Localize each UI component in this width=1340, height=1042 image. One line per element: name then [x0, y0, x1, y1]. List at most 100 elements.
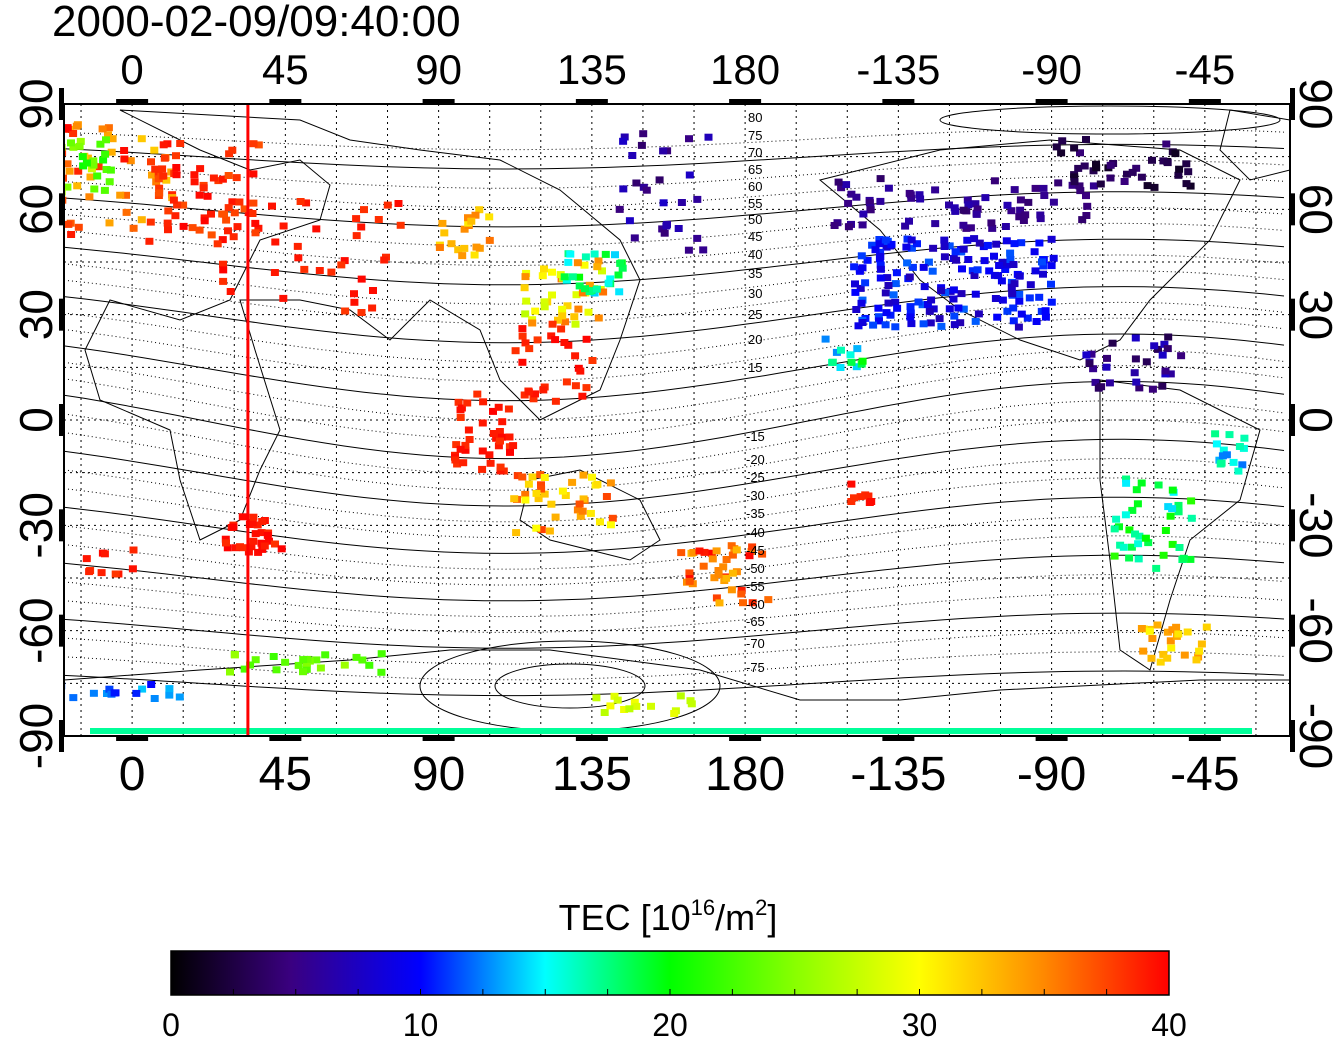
tec-observation [940, 253, 949, 261]
frame-tick-left [59, 193, 64, 226]
tec-observation [504, 405, 513, 413]
tec-observation [279, 294, 288, 302]
tec-observation [578, 289, 587, 297]
tec-observation [249, 513, 258, 521]
tec-observation [690, 728, 712, 734]
tec-observation [748, 599, 757, 607]
tec-observation [485, 213, 494, 221]
tec-observation [1070, 173, 1079, 181]
tec-observation [876, 274, 885, 282]
frame-tick-top [116, 99, 149, 104]
tec-observation [630, 698, 639, 706]
tec-observation [739, 599, 747, 607]
tec-observation [196, 165, 205, 173]
tec-observation [524, 480, 533, 488]
bottom-lon-tick-label: 0 [119, 748, 146, 801]
tec-observation [1168, 540, 1177, 548]
tec-observation [496, 467, 505, 475]
tec-observation [1158, 382, 1167, 390]
tec-observation [518, 358, 527, 366]
tec-observation [330, 728, 352, 734]
tec-observation [1035, 293, 1044, 301]
tec-observation [594, 314, 603, 322]
magnetic-lat-label: -15 [746, 429, 765, 444]
tec-observation [971, 317, 980, 325]
tec-observation [254, 224, 263, 232]
tec-observation [300, 265, 309, 273]
tec-observation [1148, 385, 1157, 393]
magnetic-lat-label: 25 [748, 307, 762, 322]
tec-observation [489, 430, 498, 437]
tec-observation [230, 651, 239, 659]
tec-observation [52, 151, 60, 158]
magnetic-latitude-contour [64, 535, 1285, 586]
top-longitude-ticks: 0 45 90 135 180 -135 -90 -45 [120, 46, 1235, 93]
tec-observation [858, 319, 867, 326]
tec-observation [369, 287, 377, 294]
magnetic-latitude-contour [64, 238, 1285, 286]
tec-observation [64, 196, 67, 204]
tec-observation [852, 193, 861, 201]
tec-observation [1159, 551, 1168, 559]
tec-observation [473, 390, 482, 398]
tec-observation [218, 236, 227, 244]
tec-observation [1103, 354, 1111, 362]
magnetic-lat-label: 20 [748, 332, 762, 347]
tec-observation [988, 224, 997, 232]
tec-observation [486, 459, 495, 467]
frame-tick-left [59, 88, 64, 120]
tec-observation [1090, 728, 1112, 734]
tec-observation [1174, 171, 1183, 179]
tec-observation [1134, 555, 1143, 563]
tec-observation [1074, 164, 1083, 172]
tec-observation [1026, 281, 1035, 289]
tec-observation [485, 236, 494, 244]
tec-observation [50, 133, 58, 140]
right-lat-tick-label: 60 [1290, 184, 1340, 235]
tec-observation [435, 244, 444, 251]
tec-observation [207, 231, 216, 239]
tec-observation [85, 568, 94, 576]
tec-observation [1168, 505, 1177, 513]
tec-observation [1102, 363, 1111, 371]
right-lat-tick-label: 30 [1290, 289, 1340, 340]
tec-observation [1106, 174, 1115, 182]
tec-observation [606, 521, 615, 529]
tec-observation [876, 261, 885, 269]
tec-observation [461, 446, 470, 454]
tec-observation [531, 307, 540, 315]
tec-observation [452, 441, 461, 449]
tec-observation [561, 492, 570, 499]
tec-observation [844, 223, 853, 231]
tec-observation [450, 728, 472, 734]
tec-observation [991, 295, 1000, 302]
tec-observation [54, 137, 62, 144]
tec-observation [662, 222, 671, 230]
tec-observation [459, 459, 468, 467]
tec-observation [490, 728, 512, 734]
tec-observation [1030, 728, 1052, 734]
tec-observation [1174, 630, 1183, 638]
tec-observation [620, 706, 629, 713]
tec-observation [352, 653, 361, 661]
tec-observation [137, 135, 146, 143]
colorbar-tick-label: 10 [403, 1007, 439, 1042]
tec-observation [440, 229, 449, 237]
tec-observation [315, 267, 324, 274]
tec-observation [937, 287, 946, 295]
tec-observation [722, 574, 731, 582]
tec-observation [190, 728, 212, 734]
tec-observation [316, 664, 325, 672]
tec-observation [1002, 261, 1011, 269]
tec-observation [138, 685, 147, 693]
tec-observation [857, 299, 866, 307]
right-latitude-ticks: 90 60 30 0 -30 -60 -90 [1290, 78, 1340, 769]
tec-observation [496, 437, 504, 445]
tec-observation [907, 320, 916, 328]
left-lat-tick-label: 30 [10, 289, 62, 340]
tec-observation [457, 404, 466, 412]
tec-observation [956, 319, 965, 327]
tec-observation [1047, 262, 1056, 270]
tec-observation [588, 357, 597, 364]
tec-observation [518, 325, 527, 333]
